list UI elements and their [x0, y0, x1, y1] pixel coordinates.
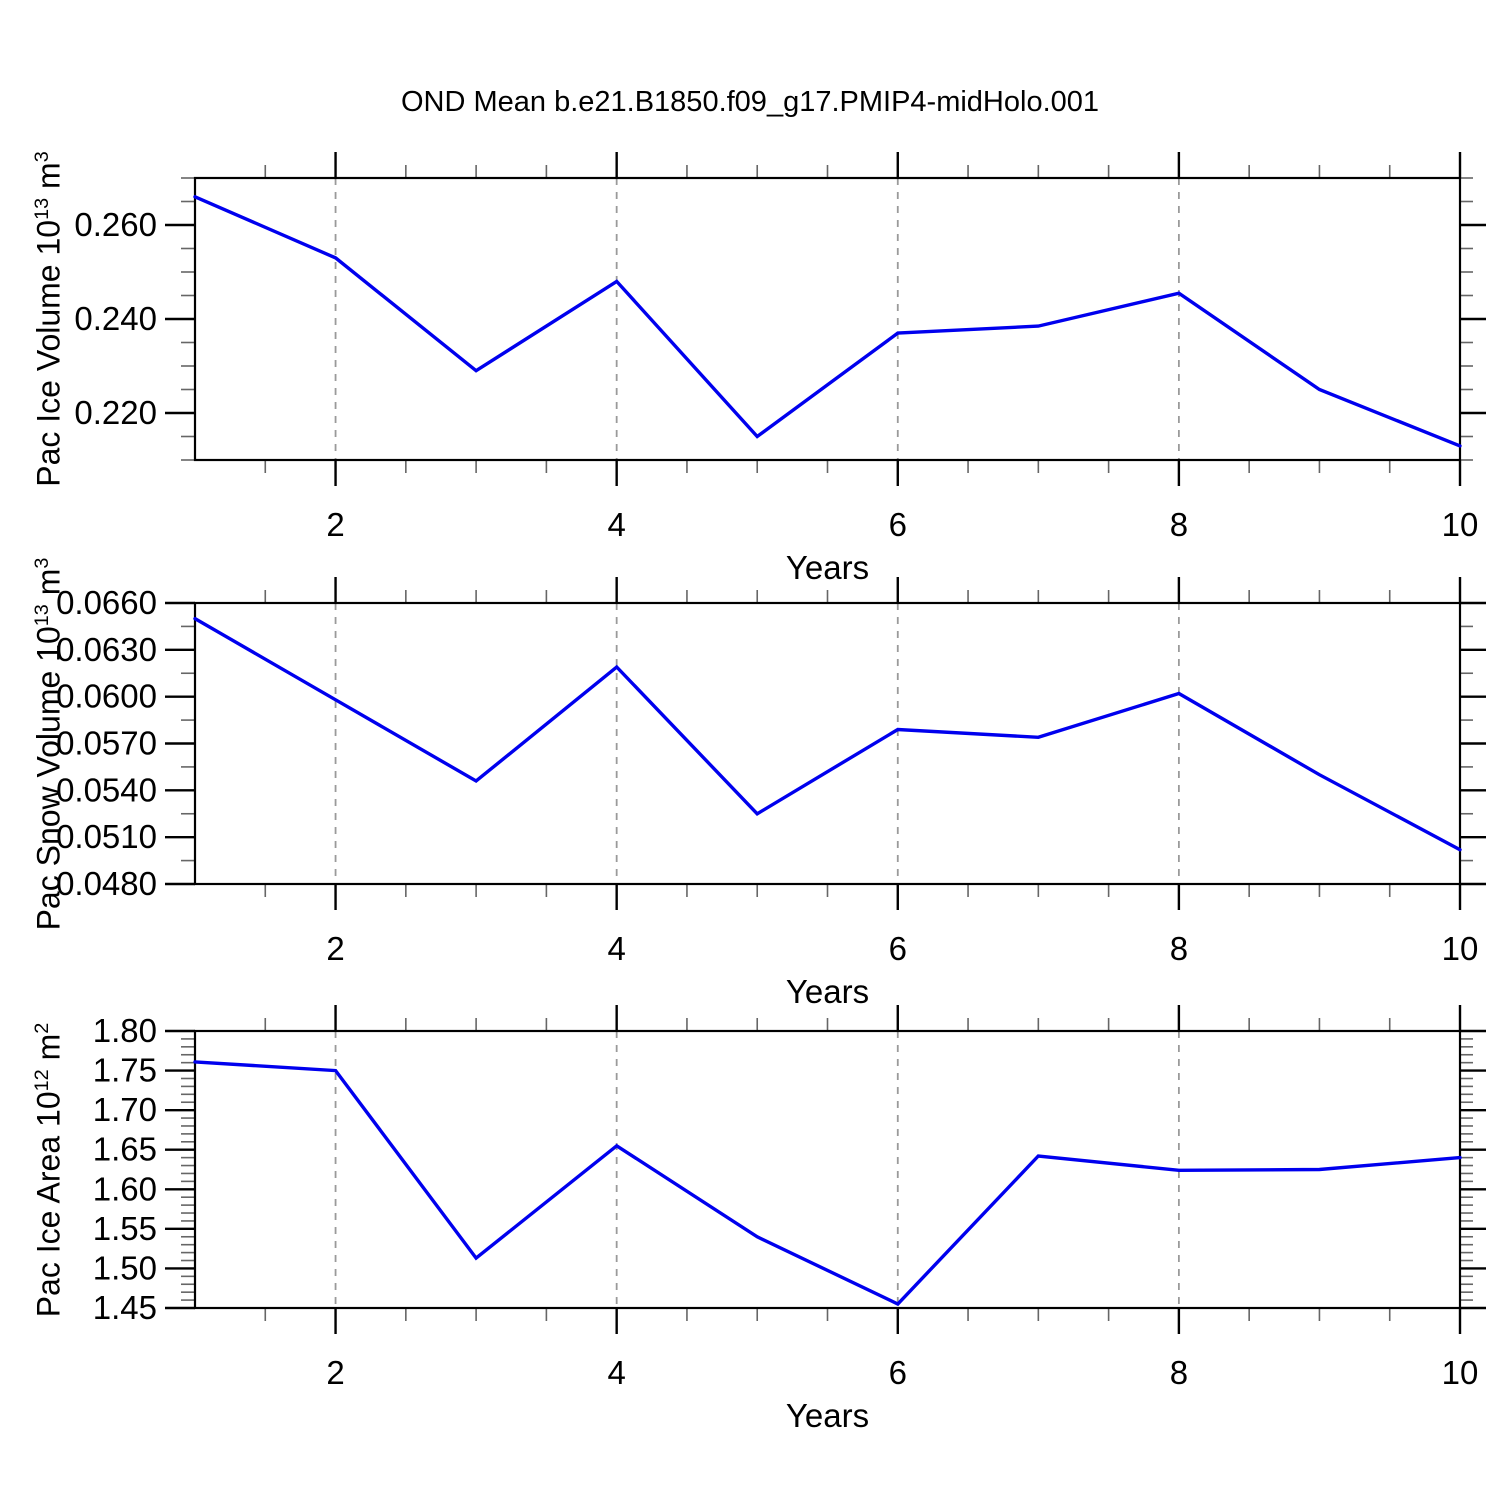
x-tick-label: 4: [607, 1354, 625, 1391]
x-tick-label: 6: [889, 1354, 907, 1391]
x-tick-label: 10: [1442, 930, 1479, 967]
x-tick-label: 4: [607, 506, 625, 543]
chart-pac-snow-volume: 2 4 6 8 10 0.0480 0.0510 0.0540 0.0570 0.0600 0.06…: [56, 577, 1486, 967]
x-tick-label: 2: [326, 1354, 344, 1391]
plot-frame: [193, 1029, 1462, 1310]
series-line-pac-ice-volume: [193, 195, 1462, 448]
y-tick-label: 0.260: [74, 206, 157, 243]
chart-pac-ice-volume: 2 4 6 8 10 0.220 0.240 0.260: [74, 152, 1486, 543]
series-line-pac-ice-area: [193, 1060, 1462, 1307]
y-tick-label: 0.0630: [56, 631, 157, 668]
y-tick-label: 0.240: [74, 300, 157, 337]
x-axis-title-years-top-chart: Years: [785, 549, 870, 586]
y-tick-label: 0.0510: [56, 818, 157, 855]
chart-pac-ice-area: 2 4 6 8 10 1.451.501.551.601.651.701.751.80: [93, 1005, 1486, 1391]
x-tick-label: 6: [889, 506, 907, 543]
plot-frame: [193, 601, 1462, 886]
y-tick-label: 1.80: [93, 1012, 157, 1049]
figure-title: OND Mean b.e21.B1850.f09_g17.PMIP4-midHo…: [400, 86, 1100, 118]
x-axis-title-years-middle-chart: Years: [785, 973, 870, 1010]
x-tick-label: 6: [889, 930, 907, 967]
x-axis-title-years-bottom-chart: Years: [785, 1397, 870, 1434]
y-tick-label: 1.75: [93, 1052, 157, 1089]
y-tick-label: 0.0660: [56, 584, 157, 621]
x-tick-label: 8: [1170, 1354, 1188, 1391]
x-tick-label: 2: [326, 506, 344, 543]
y-tick-label: 1.55: [93, 1210, 157, 1247]
x-tick-label: 2: [326, 930, 344, 967]
y-tick-label: 1.60: [93, 1170, 157, 1207]
y-tick-label: 0.220: [74, 394, 157, 431]
x-tick-label: 10: [1442, 506, 1479, 543]
y-tick-label: 1.50: [93, 1249, 157, 1286]
y-tick-label: 0.0600: [56, 678, 157, 715]
series-line-pac-snow-volume: [193, 616, 1462, 852]
x-tick-label: 10: [1442, 1354, 1479, 1391]
y-tick-label: 1.65: [93, 1131, 157, 1168]
y-tick-label: 1.45: [93, 1289, 157, 1326]
y-axis-title-pac-ice-area: Pac Ice Area 1012 m2: [30, 1022, 67, 1317]
y-tick-label: 0.0480: [56, 865, 157, 902]
y-tick-label: 0.0540: [56, 771, 157, 808]
x-tick-label: 8: [1170, 506, 1188, 543]
y-tick-label: 1.70: [93, 1091, 157, 1128]
plot-frame: [193, 176, 1462, 462]
x-tick-label: 8: [1170, 930, 1188, 967]
x-tick-label: 4: [607, 930, 625, 967]
y-tick-label: 0.0570: [56, 725, 157, 762]
